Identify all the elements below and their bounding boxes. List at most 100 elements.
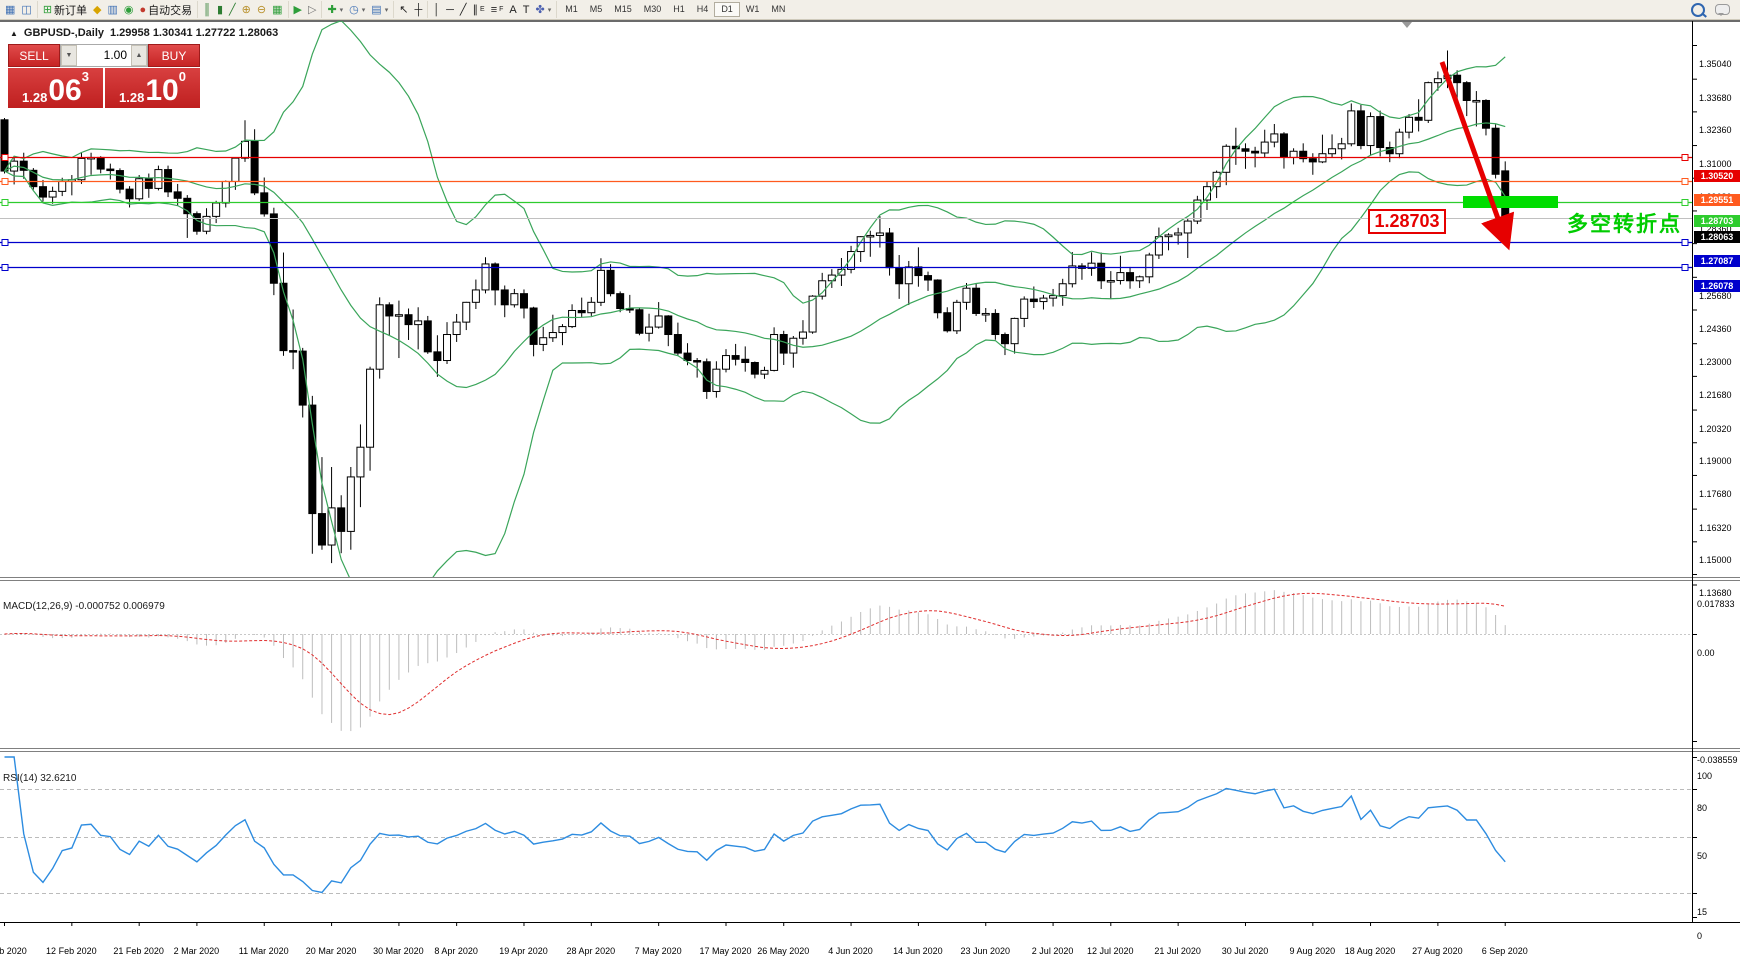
templates-icon: ▤ [371, 3, 382, 16]
zoom-in-icon[interactable]: ⊕ [239, 2, 254, 18]
tf-button-H1[interactable]: H1 [673, 4, 685, 14]
strategy-tester-icon[interactable]: ◉ [121, 2, 137, 18]
vertical-line-icon[interactable]: │ [430, 2, 443, 18]
channel-icon[interactable]: ∥ E [470, 2, 488, 18]
bar-chart-icon[interactable]: ║ [200, 2, 214, 18]
new-chart-icon[interactable]: ▦ [2, 2, 18, 18]
autotrading-icon[interactable]: ● 自动交易 [137, 2, 196, 18]
rsi-plot[interactable] [0, 756, 1692, 894]
candle-bearish [1376, 116, 1385, 149]
candle-bullish [875, 232, 884, 236]
label-icon[interactable]: T [520, 2, 533, 18]
volume-input[interactable]: 1.00 [103, 48, 127, 62]
indicators-icon[interactable]: ✚ ▾ [324, 2, 346, 18]
bollinger-band-line[interactable] [4, 170, 1506, 599]
price-annotation-box[interactable]: 1.28703 [1368, 208, 1446, 234]
candle-bullish [241, 140, 249, 159]
green-highlight-bar[interactable] [1463, 196, 1558, 208]
candle-bullish [654, 315, 663, 328]
tf-button-MN[interactable]: MN [771, 4, 786, 14]
search-icon[interactable] [1691, 2, 1705, 17]
date-tick-label: 30 Mar 2020 [373, 946, 424, 956]
sell-button[interactable]: SELL [8, 44, 60, 67]
tf-button-D1[interactable]: D1 [714, 2, 740, 17]
candle-bullish [847, 251, 856, 270]
turning-point-annotation[interactable]: 多空转折点 [1567, 212, 1682, 236]
price-tick-label: 1.28360 [1699, 224, 1732, 235]
chevron-down-icon[interactable]: ▾ [339, 6, 344, 14]
text-icon[interactable]: A [506, 2, 519, 18]
text-icon: A [509, 3, 517, 16]
fibonacci-icon[interactable]: ≡ F [488, 2, 507, 18]
down-arrow-annotation[interactable] [1439, 61, 1515, 251]
tile-windows-icon[interactable]: ▦ [269, 2, 285, 18]
line-handle[interactable] [1, 178, 9, 185]
candle-bearish [298, 350, 307, 406]
line-handle[interactable] [1681, 264, 1689, 271]
line-handle[interactable] [1, 239, 9, 246]
candle-bearish [164, 169, 173, 193]
date-tick-label: 12 Jul 2020 [1087, 946, 1134, 956]
arrows-tool-icon[interactable]: ✤ ▾ [532, 2, 554, 18]
line-handle[interactable] [1681, 239, 1689, 246]
indicators-icon: ✚ [327, 3, 337, 16]
candlestick-chart-icon[interactable]: ▮ [214, 2, 226, 18]
sell-quote[interactable]: 1.28 06 3 [8, 68, 103, 108]
candle-bullish [1193, 199, 1202, 222]
date-tick-label: 27 Aug 2020 [1412, 946, 1463, 956]
candle-bullish [1116, 272, 1125, 282]
candle-bearish [1308, 158, 1317, 163]
candle-bullish [1106, 280, 1115, 283]
chat-icon[interactable] [1715, 4, 1730, 16]
collapse-triangle-icon[interactable]: ▲ [10, 28, 18, 38]
templates-icon[interactable]: ▤ ▾ [368, 2, 391, 18]
trendline-icon[interactable]: ╱ [457, 2, 470, 18]
line-handle[interactable] [1, 199, 9, 206]
line-chart-icon[interactable]: ╱ [226, 2, 239, 18]
date-tick-label: 4 Jun 2020 [828, 946, 873, 956]
toolbar-group: ▶ ▷ [287, 1, 322, 18]
line-handle[interactable] [1681, 199, 1689, 206]
periods-icon[interactable]: ◷ ▾ [346, 2, 368, 18]
candle-bearish [741, 358, 750, 364]
line-handle[interactable] [1, 264, 9, 271]
main-plot[interactable] [0, 21, 1510, 599]
tf-button-M5[interactable]: M5 [589, 4, 603, 14]
volume-increase-button[interactable]: ▲ [131, 45, 147, 66]
auto-scroll-icon[interactable]: ▶ [291, 2, 305, 18]
cursor-icon[interactable]: ↖ [396, 2, 411, 18]
candle-bearish [500, 289, 509, 306]
new-order-icon[interactable]: ⊞ 新订单 [40, 2, 90, 18]
announcement-icon[interactable]: ◆ [90, 2, 104, 18]
zoom-out-icon[interactable]: ⊖ [254, 2, 269, 18]
chevron-down-icon[interactable]: ▾ [384, 6, 389, 14]
buy-button[interactable]: BUY [148, 44, 200, 67]
candle-bullish [596, 269, 605, 303]
tf-button-M30[interactable]: M30 [643, 4, 662, 14]
chart-window[interactable]: ▲ GBPUSD-,Daily 1.29958 1.30341 1.27722 … [0, 19, 1740, 956]
window-grip-icon[interactable] [1402, 22, 1412, 28]
bollinger-band-line[interactable] [4, 122, 1506, 389]
line-handle[interactable] [1, 154, 9, 161]
toolbar-group: │ ─ ╱ ∥ E ≡ F A T ✤ ▾ [427, 1, 556, 18]
bollinger-band-line[interactable] [3, 21, 1506, 304]
tf-button-W1[interactable]: W1 [745, 4, 760, 14]
date-tick-label: 23 Jun 2020 [960, 946, 1011, 956]
chart-shift-icon[interactable]: ▷ [305, 2, 319, 18]
chevron-down-icon[interactable]: ▾ [547, 6, 552, 14]
volume-decrease-button[interactable]: ▼ [61, 45, 77, 66]
line-handle[interactable] [1681, 178, 1689, 185]
horizontal-line-icon[interactable]: ─ [443, 2, 457, 18]
chart-profiles-icon[interactable]: ◫ [18, 2, 34, 18]
chart-canvas[interactable] [0, 19, 1740, 942]
tf-button-M15[interactable]: M15 [614, 4, 632, 14]
crosshair-icon[interactable]: ┼ [411, 2, 425, 18]
line-handle[interactable] [1681, 154, 1689, 161]
buy-quote[interactable]: 1.28 10 0 [105, 68, 200, 108]
tf-button-H4[interactable]: H4 [696, 4, 709, 14]
macd-plot[interactable] [0, 590, 1692, 732]
tf-button-M1[interactable]: M1 [565, 4, 578, 14]
terminal-icon[interactable]: ▥ [105, 2, 121, 18]
chevron-down-icon[interactable]: ▾ [361, 6, 366, 14]
toolbar-group: ↖ ┼ [393, 1, 427, 18]
